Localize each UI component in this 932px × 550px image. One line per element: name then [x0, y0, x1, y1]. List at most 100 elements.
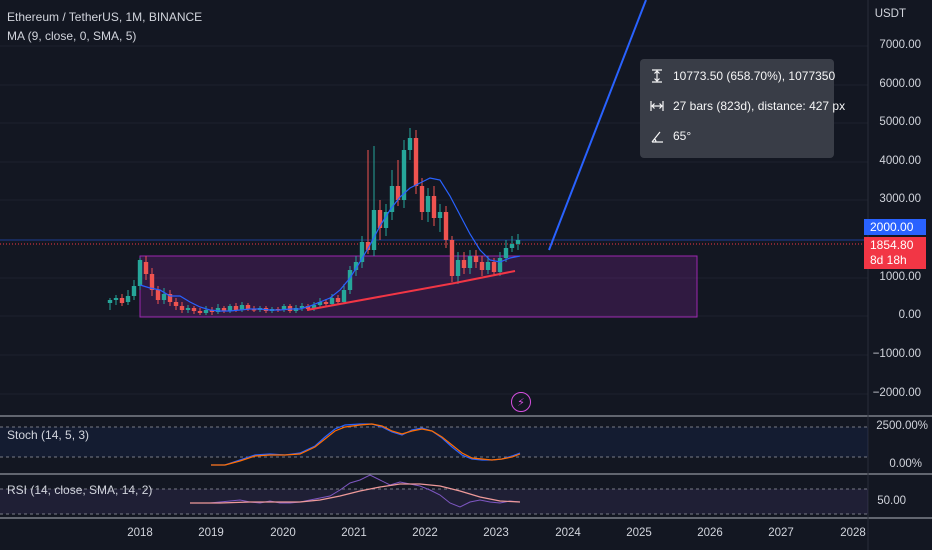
time-axis-label: 2025 [626, 527, 652, 539]
rsi-line [190, 474, 521, 508]
candle-up [401, 150, 407, 200]
range-box [139, 255, 698, 318]
ma-line [139, 177, 521, 312]
candle-down [233, 306, 239, 310]
candle-up [407, 138, 413, 150]
ma-indicator-label[interactable]: MA (9, close, 0, SMA, 5) [7, 29, 137, 43]
candle-down [197, 311, 203, 313]
time-axis-label: 2023 [483, 527, 509, 539]
candle-up [161, 294, 167, 300]
trend-line [306, 282, 456, 311]
candle-down [149, 274, 155, 290]
candle-down [143, 262, 149, 274]
candle-up [467, 256, 473, 268]
candle-down [305, 306, 311, 309]
price-axis-label: 7000.00 [879, 39, 921, 51]
candle-down [473, 256, 479, 262]
stoch-d-line [211, 423, 521, 466]
candle-up [203, 310, 209, 313]
candle-up [107, 300, 113, 303]
price-axis-label: 6000.00 [879, 78, 921, 90]
time-axis-label: 2021 [341, 527, 367, 539]
stoch-indicator-label[interactable]: Stoch (14, 5, 3) [7, 428, 90, 442]
price-axis-label: 5000.00 [879, 116, 921, 128]
candle-up [299, 306, 305, 308]
measure-angle-text: 65° [673, 129, 692, 143]
candle-up [515, 240, 521, 244]
candle-up [125, 296, 131, 302]
measure-tooltip: 10773.50 (658.70%), 1077350 27 bars (823… [640, 59, 845, 158]
candle-down [443, 212, 449, 240]
price-axis-label: 0.00 [898, 309, 921, 321]
candle-down [179, 306, 185, 310]
time-axis-label: 2018 [127, 527, 153, 539]
measure-angle-row: 65° [649, 128, 691, 144]
candle-up [281, 306, 287, 310]
candle-down [431, 196, 437, 218]
time-axis-label: 2022 [412, 527, 438, 539]
time-axis-label: 2020 [270, 527, 296, 539]
candle-down [491, 262, 497, 272]
candle-up [455, 260, 461, 276]
candle-up [215, 308, 221, 312]
rsi-band [0, 489, 868, 514]
bar-countdown: 8d 18h [870, 253, 907, 267]
candle-up [311, 305, 317, 309]
currency-label: USDT [874, 8, 906, 20]
candle-up [131, 286, 137, 296]
candle-down [173, 302, 179, 306]
time-axis-label: 2028 [840, 527, 866, 539]
time-axis-label: 2019 [198, 527, 224, 539]
candle-up [185, 308, 191, 310]
candle-up [389, 186, 395, 212]
lightning-icon[interactable]: ⚡ [511, 392, 531, 412]
candle-up [359, 242, 365, 262]
candle-down [449, 240, 455, 276]
candle-up [497, 258, 503, 272]
candle-down [377, 210, 383, 228]
candle-up [113, 298, 119, 300]
stoch-band [0, 427, 868, 457]
candle-up [137, 260, 143, 286]
candle-down [365, 242, 371, 250]
candle-up [329, 298, 335, 304]
candle-down [221, 308, 227, 311]
candle-down [419, 186, 425, 212]
candle-down [335, 298, 341, 302]
rsi-indicator-label[interactable]: RSI (14, close, SMA, 14, 2) [7, 483, 153, 497]
candle-down [167, 294, 173, 302]
time-axis-label: 2026 [697, 527, 723, 539]
time-axis-label: 2027 [768, 527, 794, 539]
candle-down [119, 298, 125, 303]
candle-up [317, 302, 323, 305]
price-axis-label: 4000.00 [879, 155, 921, 167]
level-price-tag: 2000.00 [864, 219, 926, 235]
price-axis-label: −2000.00 [872, 387, 921, 399]
projection-line [548, 0, 647, 251]
candle-up [347, 270, 353, 290]
candle-up [425, 196, 431, 212]
candle-up [341, 290, 347, 302]
candle-down [479, 262, 485, 270]
price-axis-label: 1000.00 [879, 271, 921, 283]
symbol-title[interactable]: Ethereum / TetherUS, 1M, BINANCE [7, 10, 203, 24]
candle-up [239, 305, 245, 310]
time-axis-label: 2024 [555, 527, 581, 539]
last-price-tag: 1854.80 8d 18h [864, 237, 926, 269]
candle-down [251, 309, 257, 311]
candle-down [155, 290, 161, 300]
trend-line [454, 270, 516, 284]
last-price-value: 1854.80 [870, 238, 914, 252]
candle-down [209, 310, 215, 312]
candle-down [413, 138, 419, 186]
candle-up [503, 248, 509, 258]
price-axis-label: −1000.00 [872, 348, 921, 360]
candle-down [245, 305, 251, 309]
candle-up [509, 244, 515, 248]
candle-down [323, 302, 329, 304]
candle-up [485, 262, 491, 270]
stoch-axis-label: 0.00% [889, 458, 922, 470]
measure-bars-row: 27 bars (823d), distance: 427 px [649, 98, 845, 114]
